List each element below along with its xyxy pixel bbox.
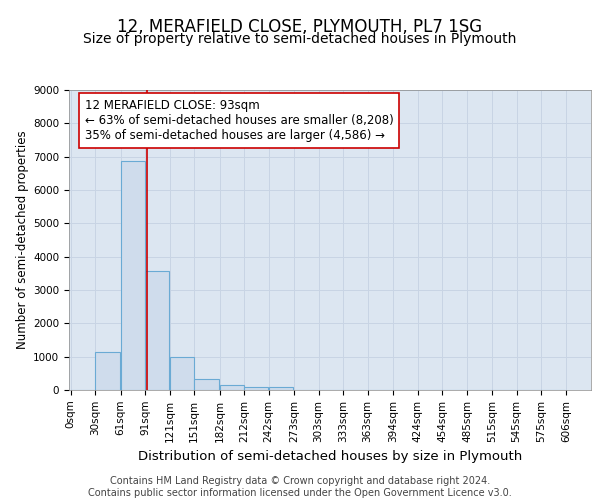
- Y-axis label: Number of semi-detached properties: Number of semi-detached properties: [16, 130, 29, 350]
- Text: 12 MERAFIELD CLOSE: 93sqm
← 63% of semi-detached houses are smaller (8,208)
35% : 12 MERAFIELD CLOSE: 93sqm ← 63% of semi-…: [85, 99, 394, 142]
- X-axis label: Distribution of semi-detached houses by size in Plymouth: Distribution of semi-detached houses by …: [138, 450, 522, 463]
- Bar: [170, 356, 194, 390]
- Bar: [145, 272, 169, 390]
- Bar: [194, 379, 218, 390]
- Bar: [220, 386, 244, 390]
- Text: 12, MERAFIELD CLOSE, PLYMOUTH, PL7 1SG: 12, MERAFIELD CLOSE, PLYMOUTH, PL7 1SG: [118, 18, 482, 36]
- Text: Size of property relative to semi-detached houses in Plymouth: Size of property relative to semi-detach…: [83, 32, 517, 46]
- Bar: [244, 386, 268, 390]
- Bar: [269, 388, 293, 390]
- Text: Contains HM Land Registry data © Crown copyright and database right 2024.
Contai: Contains HM Land Registry data © Crown c…: [88, 476, 512, 498]
- Bar: [121, 160, 145, 390]
- Bar: [95, 352, 119, 390]
